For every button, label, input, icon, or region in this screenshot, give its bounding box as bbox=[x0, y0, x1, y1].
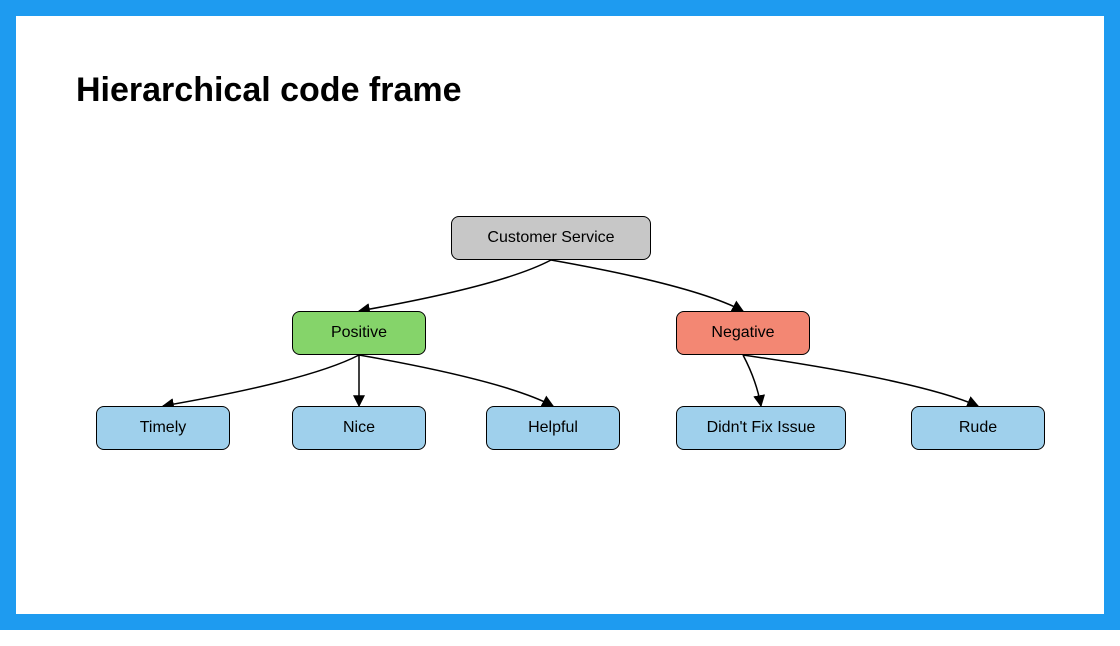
node-label: Rude bbox=[959, 419, 997, 437]
diagram-frame: Hierarchical code frame Customer Service… bbox=[0, 0, 1120, 630]
edges-layer bbox=[16, 16, 1120, 646]
node-helpful: Helpful bbox=[486, 406, 620, 450]
edge-pos-timely bbox=[163, 355, 359, 406]
node-nice: Nice bbox=[292, 406, 426, 450]
edge-pos-helpful bbox=[359, 355, 553, 406]
edge-neg-didnt bbox=[743, 355, 761, 406]
node-label: Nice bbox=[343, 419, 375, 437]
page-title: Hierarchical code frame bbox=[76, 71, 462, 110]
edge-neg-rude bbox=[743, 355, 978, 406]
node-label: Timely bbox=[140, 419, 187, 437]
edge-root-pos bbox=[359, 260, 551, 311]
node-didnt: Didn't Fix Issue bbox=[676, 406, 846, 450]
node-pos: Positive bbox=[292, 311, 426, 355]
node-label: Helpful bbox=[528, 419, 578, 437]
node-neg: Negative bbox=[676, 311, 810, 355]
node-root: Customer Service bbox=[451, 216, 651, 260]
node-label: Customer Service bbox=[487, 229, 614, 247]
edge-root-neg bbox=[551, 260, 743, 311]
node-rude: Rude bbox=[911, 406, 1045, 450]
node-label: Positive bbox=[331, 324, 387, 342]
node-label: Negative bbox=[711, 324, 774, 342]
node-timely: Timely bbox=[96, 406, 230, 450]
node-label: Didn't Fix Issue bbox=[707, 419, 816, 437]
